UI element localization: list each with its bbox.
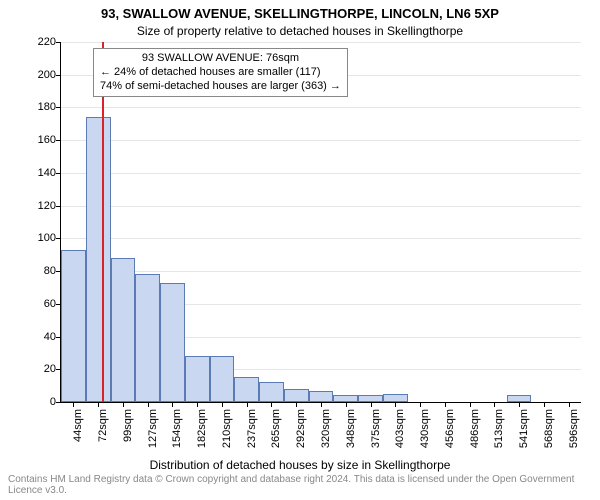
histogram-bar <box>259 382 284 402</box>
y-tick-mark <box>56 173 61 174</box>
histogram-bar <box>86 117 111 402</box>
histogram-bar <box>111 258 136 402</box>
histogram-bar <box>61 250 86 402</box>
gridline <box>61 238 581 239</box>
y-tick-mark <box>56 75 61 76</box>
annotation-line: 93 SWALLOW AVENUE: 76sqm <box>100 52 341 66</box>
y-tick-label: 60 <box>44 298 56 310</box>
y-tick-mark <box>56 238 61 239</box>
histogram-bar <box>135 274 160 402</box>
title-line-1: 93, SWALLOW AVENUE, SKELLINGTHORPE, LINC… <box>0 6 600 21</box>
x-tick-label: 596sqm <box>568 409 600 459</box>
title-line-2: Size of property relative to detached ho… <box>0 24 600 38</box>
histogram-bar <box>309 391 334 402</box>
y-tick-label: 40 <box>44 331 56 343</box>
annotation-box: 93 SWALLOW AVENUE: 76sqm← 24% of detache… <box>93 48 348 97</box>
y-tick-label: 160 <box>38 134 56 146</box>
y-tick-mark <box>56 42 61 43</box>
gridline <box>61 206 581 207</box>
gridline <box>61 271 581 272</box>
y-tick-label: 80 <box>44 265 56 277</box>
histogram-bar <box>234 377 259 402</box>
y-tick-label: 120 <box>38 200 56 212</box>
histogram-bar <box>383 394 408 402</box>
annotation-line: 74% of semi-detached houses are larger (… <box>100 80 341 94</box>
histogram-bar <box>160 283 185 402</box>
y-tick-label: 20 <box>44 363 56 375</box>
gridline <box>61 107 581 108</box>
histogram-plot: 93 SWALLOW AVENUE: 76sqm← 24% of detache… <box>60 42 581 403</box>
gridline <box>61 173 581 174</box>
y-tick-mark <box>56 206 61 207</box>
y-tick-label: 100 <box>38 232 56 244</box>
y-tick-label: 140 <box>38 167 56 179</box>
histogram-bar <box>284 389 309 402</box>
gridline <box>61 140 581 141</box>
histogram-bar <box>210 356 235 402</box>
footer-attribution: Contains HM Land Registry data © Crown c… <box>8 474 592 496</box>
gridline <box>61 42 581 43</box>
y-tick-mark <box>56 140 61 141</box>
y-tick-label: 180 <box>38 101 56 113</box>
histogram-bar <box>185 356 210 402</box>
x-tick-area: 44sqm72sqm99sqm127sqm154sqm182sqm210sqm2… <box>60 403 580 458</box>
x-axis-label: Distribution of detached houses by size … <box>0 458 600 472</box>
y-tick-mark <box>56 107 61 108</box>
y-tick-label: 200 <box>38 69 56 81</box>
y-tick-label: 220 <box>38 36 56 48</box>
y-tick-area: 020406080100120140160180200220 <box>0 42 60 402</box>
annotation-line: ← 24% of detached houses are smaller (11… <box>100 66 341 80</box>
